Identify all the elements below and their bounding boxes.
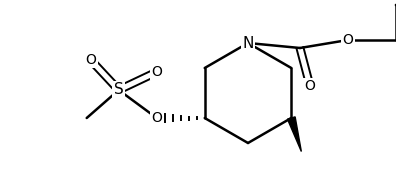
Text: O: O [85,53,96,67]
Text: S: S [114,82,124,97]
Text: O: O [151,111,162,125]
Text: N: N [242,36,254,51]
Text: O: O [151,65,162,79]
Text: O: O [305,79,316,93]
Text: O: O [343,33,354,47]
Polygon shape [287,117,301,152]
